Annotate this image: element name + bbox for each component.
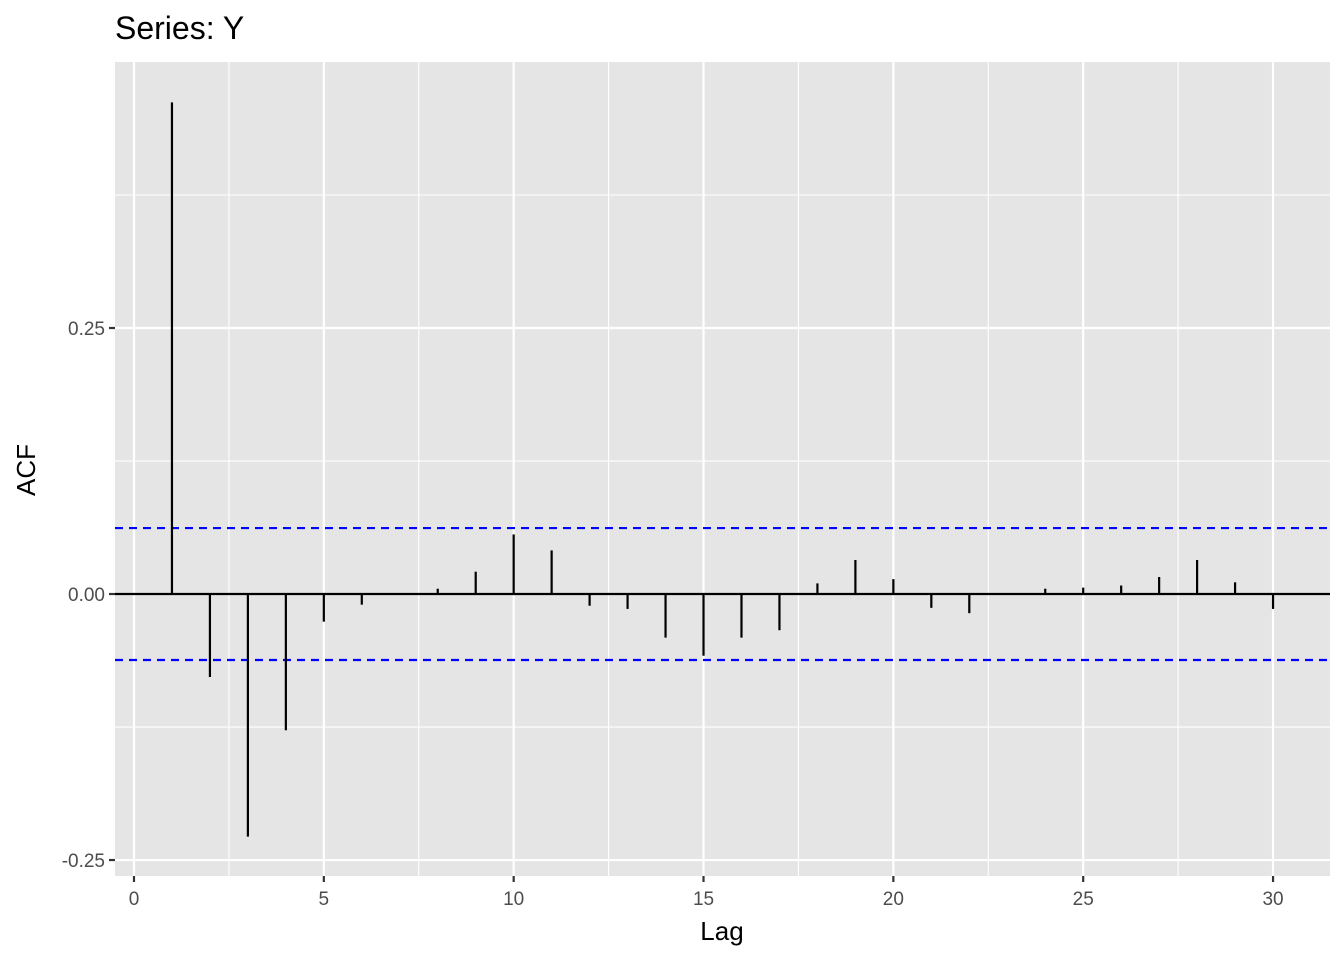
y-tick-label: 0.25: [68, 319, 105, 340]
y-axis: -0.25 0.00 0.25: [62, 319, 115, 872]
acf-bars: [115, 102, 1330, 837]
x-tick-label: 15: [693, 889, 714, 910]
plot-panel: [115, 62, 1330, 876]
y-tick-label: 0.00: [68, 585, 105, 606]
y-axis-title: ACF: [11, 444, 41, 496]
x-tick-label: 20: [883, 889, 904, 910]
x-axis-title: Lag: [700, 916, 743, 946]
confidence-bounds: [115, 526, 1330, 662]
x-tick-label: 30: [1262, 889, 1283, 910]
x-axis: 0 5 10 15 20 25 30: [129, 876, 1284, 910]
x-tick-label: 0: [129, 889, 140, 910]
chart-title: Series: Y: [115, 10, 244, 46]
y-tick-label: -0.25: [62, 851, 105, 872]
x-tick-label: 10: [503, 889, 524, 910]
x-tick-label: 25: [1073, 889, 1094, 910]
x-tick-label: 5: [319, 889, 330, 910]
